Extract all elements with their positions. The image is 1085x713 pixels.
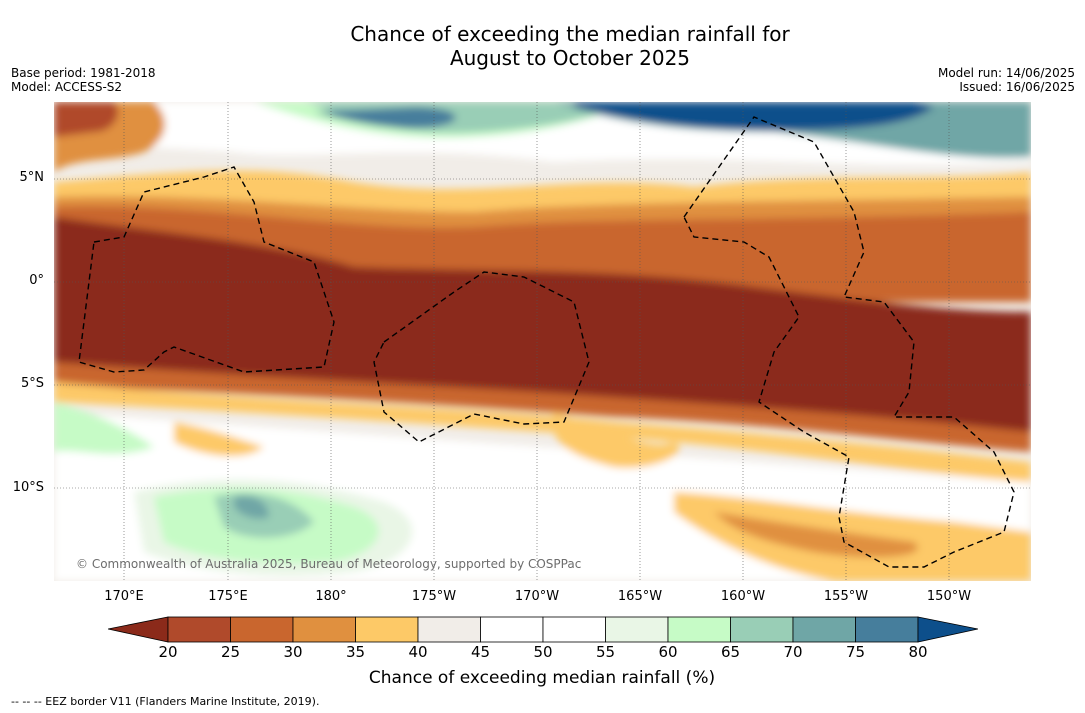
model-run: Model run: 14/06/2025 (937, 66, 1075, 80)
lon-label-170w: 170°W (514, 589, 560, 604)
colorbar-title: Chance of exceeding median rainfall (%) (368, 668, 716, 688)
title-line-1: Chance of exceeding the median rainfall … (350, 22, 790, 46)
base-period: Base period: 1981-2018 (11, 66, 156, 80)
lat-label-0: 0° (29, 273, 44, 288)
lon-label-180: 180° (315, 589, 347, 604)
lat-label-5s: 5°S (20, 376, 44, 391)
colorbar-tick-label: 45 (470, 643, 491, 661)
eez-border-east (683, 116, 1015, 568)
colorbar-tick-label: 25 (220, 643, 241, 661)
region-red-nw (54, 102, 118, 137)
colorbar-segment (167, 616, 231, 643)
region-blue-ne (574, 102, 934, 131)
lon-label-175w: 175°W (411, 589, 457, 604)
region-orange-se (714, 512, 918, 558)
lat-label-5n: 5°N (19, 170, 45, 185)
colorbar-segment (730, 616, 794, 643)
colorbar-segment (355, 616, 419, 643)
colorbar-tick-label: 70 (783, 643, 803, 661)
eez-border-west (78, 166, 335, 373)
colorbar-tick-label: 20 (158, 643, 178, 661)
lat-label-10s: 10°S (12, 480, 44, 495)
colorbar-tick-label: 50 (533, 643, 553, 661)
colorbar-tick-label: 60 (658, 643, 678, 661)
eez-legend: -- -- -- EEZ border V11 (Flanders Marine… (11, 695, 320, 708)
map-title: Chance of exceeding the median rainfall … (0, 22, 1085, 70)
lon-label-150w: 150°W (926, 589, 972, 604)
colorbar-extend-low (108, 616, 169, 643)
colorbar-segment (230, 616, 294, 643)
region-orange-south (54, 362, 1031, 452)
colorbar-tick-label: 35 (345, 643, 366, 661)
issued-date: Issued: 16/06/2025 (959, 80, 1075, 94)
region-yellow-patch-2 (174, 422, 264, 457)
colorbar-tick-label: 55 (595, 643, 616, 661)
region-blue-north-1 (314, 107, 456, 129)
colorbar-segment (792, 616, 856, 643)
colorbar-segment (542, 616, 606, 643)
meta-right: Model run: 14/06/2025 Issued: 16/06/2025 (938, 66, 1075, 94)
colorbar-segment (417, 616, 481, 643)
title-line-2: August to October 2025 (449, 46, 691, 70)
lon-label-160w: 160°W (720, 589, 766, 604)
region-green-sw (54, 402, 154, 454)
colorbar (108, 616, 978, 643)
colorbar-tick-label: 40 (408, 643, 428, 661)
rainfall-map (54, 102, 1031, 581)
eez-borders (78, 116, 1015, 568)
colorbar-tick-label: 75 (845, 643, 866, 661)
colorbar-segment (667, 616, 731, 643)
colorbar-segment (855, 616, 919, 643)
eez-border-central (373, 271, 590, 443)
lon-label-175e: 175°E (208, 589, 248, 604)
model-name: Model: ACCESS-S2 (11, 80, 123, 94)
colorbar-segment (605, 616, 669, 643)
meta-left: Base period: 1981-2018 Model: ACCESS-S2 (11, 66, 156, 94)
lon-label-170e: 170°E (104, 589, 144, 604)
lon-label-165w: 165°W (617, 589, 663, 604)
region-yellow-patch (552, 412, 680, 468)
region-yellow-south (54, 382, 1031, 482)
colorbar-tick-label: 65 (720, 643, 741, 661)
graticule (54, 102, 1031, 581)
region-teal-dark-s (234, 495, 269, 519)
copyright-notice: © Commonwealth of Australia 2025, Bureau… (76, 557, 582, 571)
lon-label-155w: 155°W (823, 589, 869, 604)
colorbar-segment (292, 616, 356, 643)
colorbar-segment (480, 616, 544, 643)
colorbar-tick-label: 30 (283, 643, 303, 661)
colorbar-tick-label: 80 (908, 643, 928, 661)
colorbar-extend-high (917, 616, 978, 643)
